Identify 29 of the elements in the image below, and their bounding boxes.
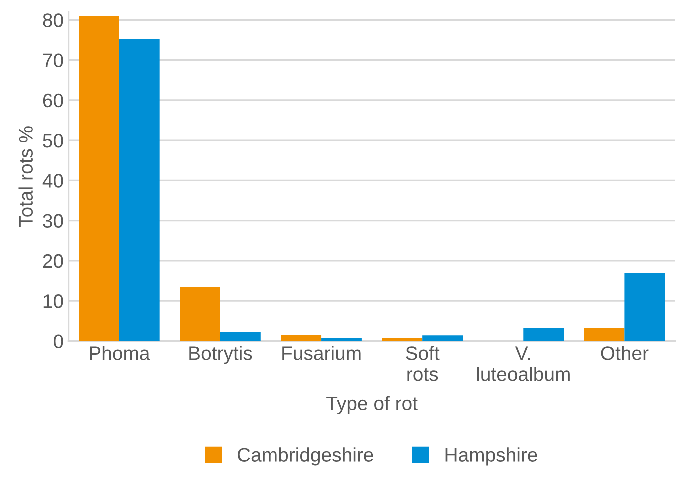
bar [524,328,564,342]
bar [422,336,464,342]
y-tick-label: 60 [43,94,64,108]
x-tick-label: Soft rots [406,346,440,382]
y-tick-label: 40 [42,174,64,188]
bar [180,287,220,342]
y-tick-label: 10 [44,294,64,308]
y-axis-title: Total rots % [18,126,34,228]
y-tick-label: 30 [43,214,64,228]
y-tick-label: 70 [43,54,64,68]
y-tick-label: 20 [43,254,64,268]
y-tick-label: 0 [54,334,64,348]
x-tick-label: Fusarium [282,346,361,360]
y-tick-label: 50 [43,134,64,148]
bar [281,335,322,342]
bar [624,272,666,342]
bar [220,332,261,342]
bar [79,16,120,342]
legend-label: Hampshire [446,448,538,466]
x-tick-label: Botrytis [190,346,252,364]
x-tick-label: V. luteoalbum [477,346,570,382]
x-axis-title: Type of rot [326,396,418,414]
legend-label: Cambridgeshire [238,448,374,466]
bar [322,338,362,342]
x-tick-label: Other [601,346,649,360]
x-tick-label: Phoma [90,346,150,360]
bar [584,328,625,342]
y-tick-label: 80 [43,14,64,28]
bar [119,38,160,342]
